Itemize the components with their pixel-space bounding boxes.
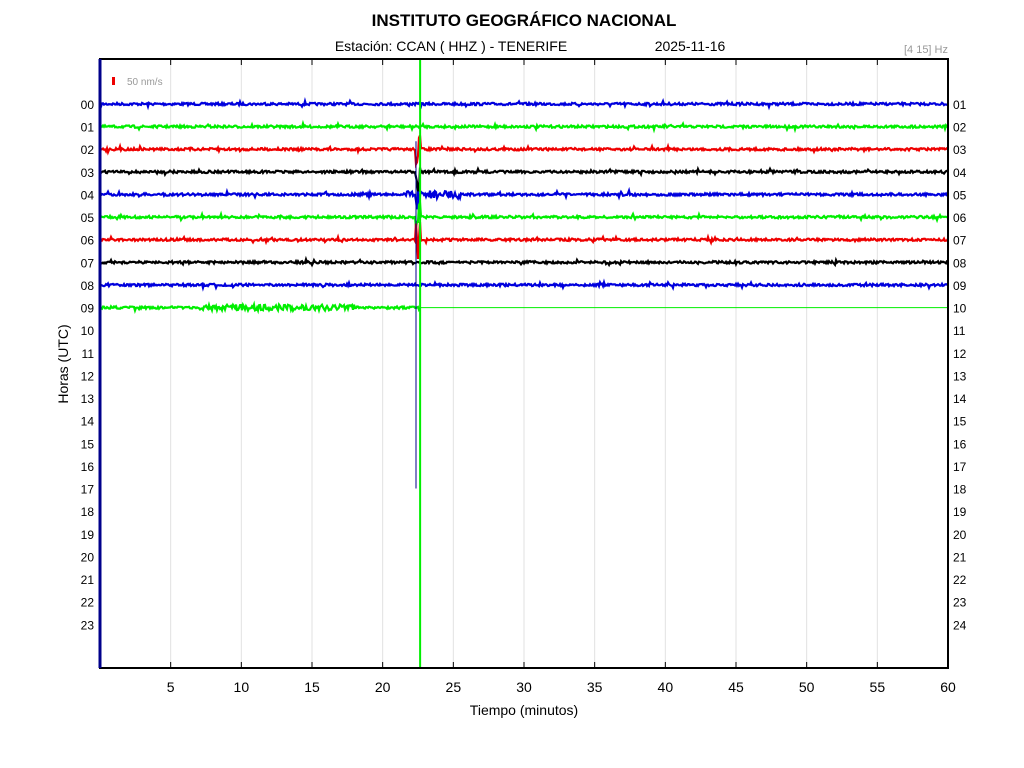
x-tick-label: 15 bbox=[304, 679, 320, 695]
x-tick-label: 30 bbox=[516, 679, 532, 695]
hour-label-right: 13 bbox=[953, 369, 967, 383]
hour-label-right: 05 bbox=[953, 188, 967, 202]
hour-label-left: 23 bbox=[81, 618, 95, 632]
x-tick-label: 5 bbox=[167, 679, 175, 695]
hour-label-left: 15 bbox=[81, 437, 95, 451]
x-tick-label: 55 bbox=[870, 679, 886, 695]
hour-label-right: 06 bbox=[953, 211, 967, 225]
hour-label-left: 16 bbox=[81, 460, 95, 474]
hour-label-left: 18 bbox=[81, 505, 95, 519]
hour-label-left: 03 bbox=[81, 166, 95, 180]
hour-label-left: 20 bbox=[81, 550, 95, 564]
hour-label-right: 01 bbox=[953, 98, 967, 112]
x-tick-label: 35 bbox=[587, 679, 603, 695]
hour-label-left: 07 bbox=[81, 256, 95, 270]
hour-label-right: 21 bbox=[953, 550, 967, 564]
hour-label-left: 00 bbox=[81, 98, 95, 112]
hour-label-left: 14 bbox=[81, 415, 95, 429]
station-label: Estación: CCAN ( HHZ ) - TENERIFE bbox=[335, 38, 567, 54]
hour-label-right: 23 bbox=[953, 596, 967, 610]
hour-label-left: 06 bbox=[81, 234, 95, 248]
hour-label-right: 15 bbox=[953, 415, 967, 429]
trace-hour-9 bbox=[100, 305, 420, 311]
hour-label-right: 03 bbox=[953, 143, 967, 157]
x-tick-label: 60 bbox=[940, 679, 956, 695]
hour-label-left: 13 bbox=[81, 392, 95, 406]
hour-label-left: 08 bbox=[81, 279, 95, 293]
hour-label-left: 05 bbox=[81, 211, 95, 225]
hour-label-left: 10 bbox=[81, 324, 95, 338]
hour-label-right: 20 bbox=[953, 528, 967, 542]
hour-label-right: 22 bbox=[953, 573, 967, 587]
hour-label-right: 07 bbox=[953, 234, 967, 248]
hour-label-left: 02 bbox=[81, 143, 95, 157]
x-tick-label: 45 bbox=[728, 679, 744, 695]
hour-label-left: 22 bbox=[81, 596, 95, 610]
chart-title: INSTITUTO GEOGRÁFICO NACIONAL bbox=[372, 11, 677, 30]
scale-label: 50 nm/s bbox=[127, 77, 163, 88]
y-axis-label: Horas (UTC) bbox=[55, 324, 71, 403]
x-tick-label: 25 bbox=[446, 679, 462, 695]
hour-label-right: 02 bbox=[953, 121, 967, 135]
hour-label-right: 12 bbox=[953, 347, 967, 361]
seismogram-chart: INSTITUTO GEOGRÁFICO NACIONAL Estación: … bbox=[0, 0, 1024, 768]
date-label: 2025-11-16 bbox=[655, 38, 726, 54]
filter-label: [4 15] Hz bbox=[904, 44, 948, 56]
hour-label-right: 04 bbox=[953, 166, 967, 180]
hour-label-right: 14 bbox=[953, 392, 967, 406]
hour-label-left: 01 bbox=[81, 121, 95, 135]
hour-label-right: 10 bbox=[953, 302, 967, 316]
hour-label-left: 11 bbox=[82, 347, 95, 361]
hour-label-right: 19 bbox=[953, 505, 967, 519]
hour-label-right: 18 bbox=[953, 483, 967, 497]
hour-label-left: 21 bbox=[81, 573, 95, 587]
hour-label-right: 24 bbox=[953, 618, 967, 632]
x-tick-label: 40 bbox=[658, 679, 674, 695]
hour-label-left: 09 bbox=[81, 302, 95, 316]
hour-label-left: 17 bbox=[81, 483, 95, 497]
hour-label-right: 17 bbox=[953, 460, 967, 474]
hour-label-left: 19 bbox=[81, 528, 95, 542]
x-tick-label: 20 bbox=[375, 679, 391, 695]
scale-bar bbox=[112, 77, 115, 85]
hour-label-right: 16 bbox=[953, 437, 967, 451]
hour-label-right: 11 bbox=[953, 324, 966, 338]
x-tick-label: 50 bbox=[799, 679, 815, 695]
hour-label-left: 12 bbox=[81, 369, 95, 383]
hour-label-left: 04 bbox=[81, 188, 95, 202]
x-axis-label: Tiempo (minutos) bbox=[470, 702, 578, 718]
x-tick-label: 10 bbox=[234, 679, 250, 695]
hour-label-right: 08 bbox=[953, 256, 967, 270]
hour-label-right: 09 bbox=[953, 279, 967, 293]
